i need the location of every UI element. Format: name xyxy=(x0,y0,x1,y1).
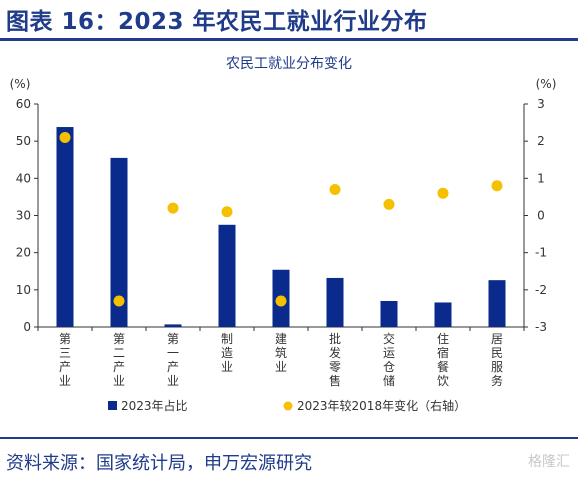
legend-label-bar: 2023年占比 xyxy=(121,398,188,413)
dot-0 xyxy=(59,131,71,143)
dot-3 xyxy=(221,206,233,218)
bar-6 xyxy=(380,300,398,327)
bar-1 xyxy=(110,157,128,327)
legend-label-dot: 2023年较2018年变化（右轴） xyxy=(297,398,466,413)
x-tick-label-7: 住宿餐饮 xyxy=(437,332,449,388)
dot-7 xyxy=(437,187,449,199)
x-tick-label-2: 第一产业 xyxy=(167,332,179,388)
y-axis-left-tick-label: 60 xyxy=(16,97,31,111)
legend-swatch-dot xyxy=(283,401,293,411)
y-axis-right-tick-label: -3 xyxy=(535,320,547,334)
figure-title: 图表 16：2023 年农民工就业行业分布 xyxy=(6,9,428,35)
bar-7 xyxy=(434,302,452,327)
bar-0 xyxy=(56,127,74,327)
chart-title: 农民工就业分布变化 xyxy=(226,56,352,72)
footer-divider xyxy=(0,437,578,439)
y-axis-left-tick-label: 30 xyxy=(16,209,31,223)
dot-4 xyxy=(275,295,287,307)
bar-5 xyxy=(326,277,344,327)
x-tick-label-5: 批发零售 xyxy=(329,331,341,388)
x-tick-label-3: 制造业 xyxy=(221,332,233,374)
x-tick-label-4: 建筑业 xyxy=(275,332,287,374)
chart-container: 农民工就业分布变化 (%) (%) 0 10 20 30 40 50 60 -3 -2 -1 0 1 2… xyxy=(0,44,578,424)
y-axis-left-unit: (%) xyxy=(10,77,31,91)
x-tick-label-1: 第二产业 xyxy=(113,332,125,388)
y-axis-left-tick-label: 40 xyxy=(16,171,31,185)
y-axis-left-tick-label: 10 xyxy=(16,283,31,297)
x-tick-label-0: 第三产业 xyxy=(59,332,71,388)
dot-2 xyxy=(167,202,179,214)
y-axis-left-tick-label: 20 xyxy=(16,246,31,260)
y-axis-right-tick-label: -1 xyxy=(535,246,547,260)
source-note: 资料来源：国家统计局，申万宏源研究 xyxy=(6,453,312,474)
watermark: 格隆汇 xyxy=(528,454,570,470)
dot-1 xyxy=(113,295,125,307)
bar-2 xyxy=(164,324,182,327)
header-divider xyxy=(0,38,578,41)
report-header: 图表 16：2023 年农民工就业行业分布 xyxy=(0,0,578,41)
bar-8 xyxy=(488,280,506,327)
y-axis-left-tick-label: 0 xyxy=(23,320,31,334)
x-tick-label-8: 居民服务 xyxy=(491,332,503,388)
y-axis-left-tick-label: 50 xyxy=(16,134,31,148)
bar-dot-chart: 农民工就业分布变化 (%) (%) 0 10 20 30 40 50 60 -3 -2 -1 0 1 2… xyxy=(10,56,557,413)
legend-swatch-bar xyxy=(108,401,117,410)
dot-5 xyxy=(329,183,341,195)
dot-6 xyxy=(383,198,395,210)
bar-3 xyxy=(218,224,236,327)
y-axis-right-unit: (%) xyxy=(536,77,557,91)
dot-8 xyxy=(491,180,503,192)
y-axis-right-tick-label: 2 xyxy=(537,134,545,148)
y-axis-right-tick-label: 3 xyxy=(537,97,545,111)
y-axis-right-tick-label: 1 xyxy=(537,171,545,185)
x-tick-label-6: 交运仓储 xyxy=(383,331,395,388)
y-axis-right-tick-label: -2 xyxy=(535,283,547,297)
y-axis-right-tick-label: 0 xyxy=(537,209,545,223)
